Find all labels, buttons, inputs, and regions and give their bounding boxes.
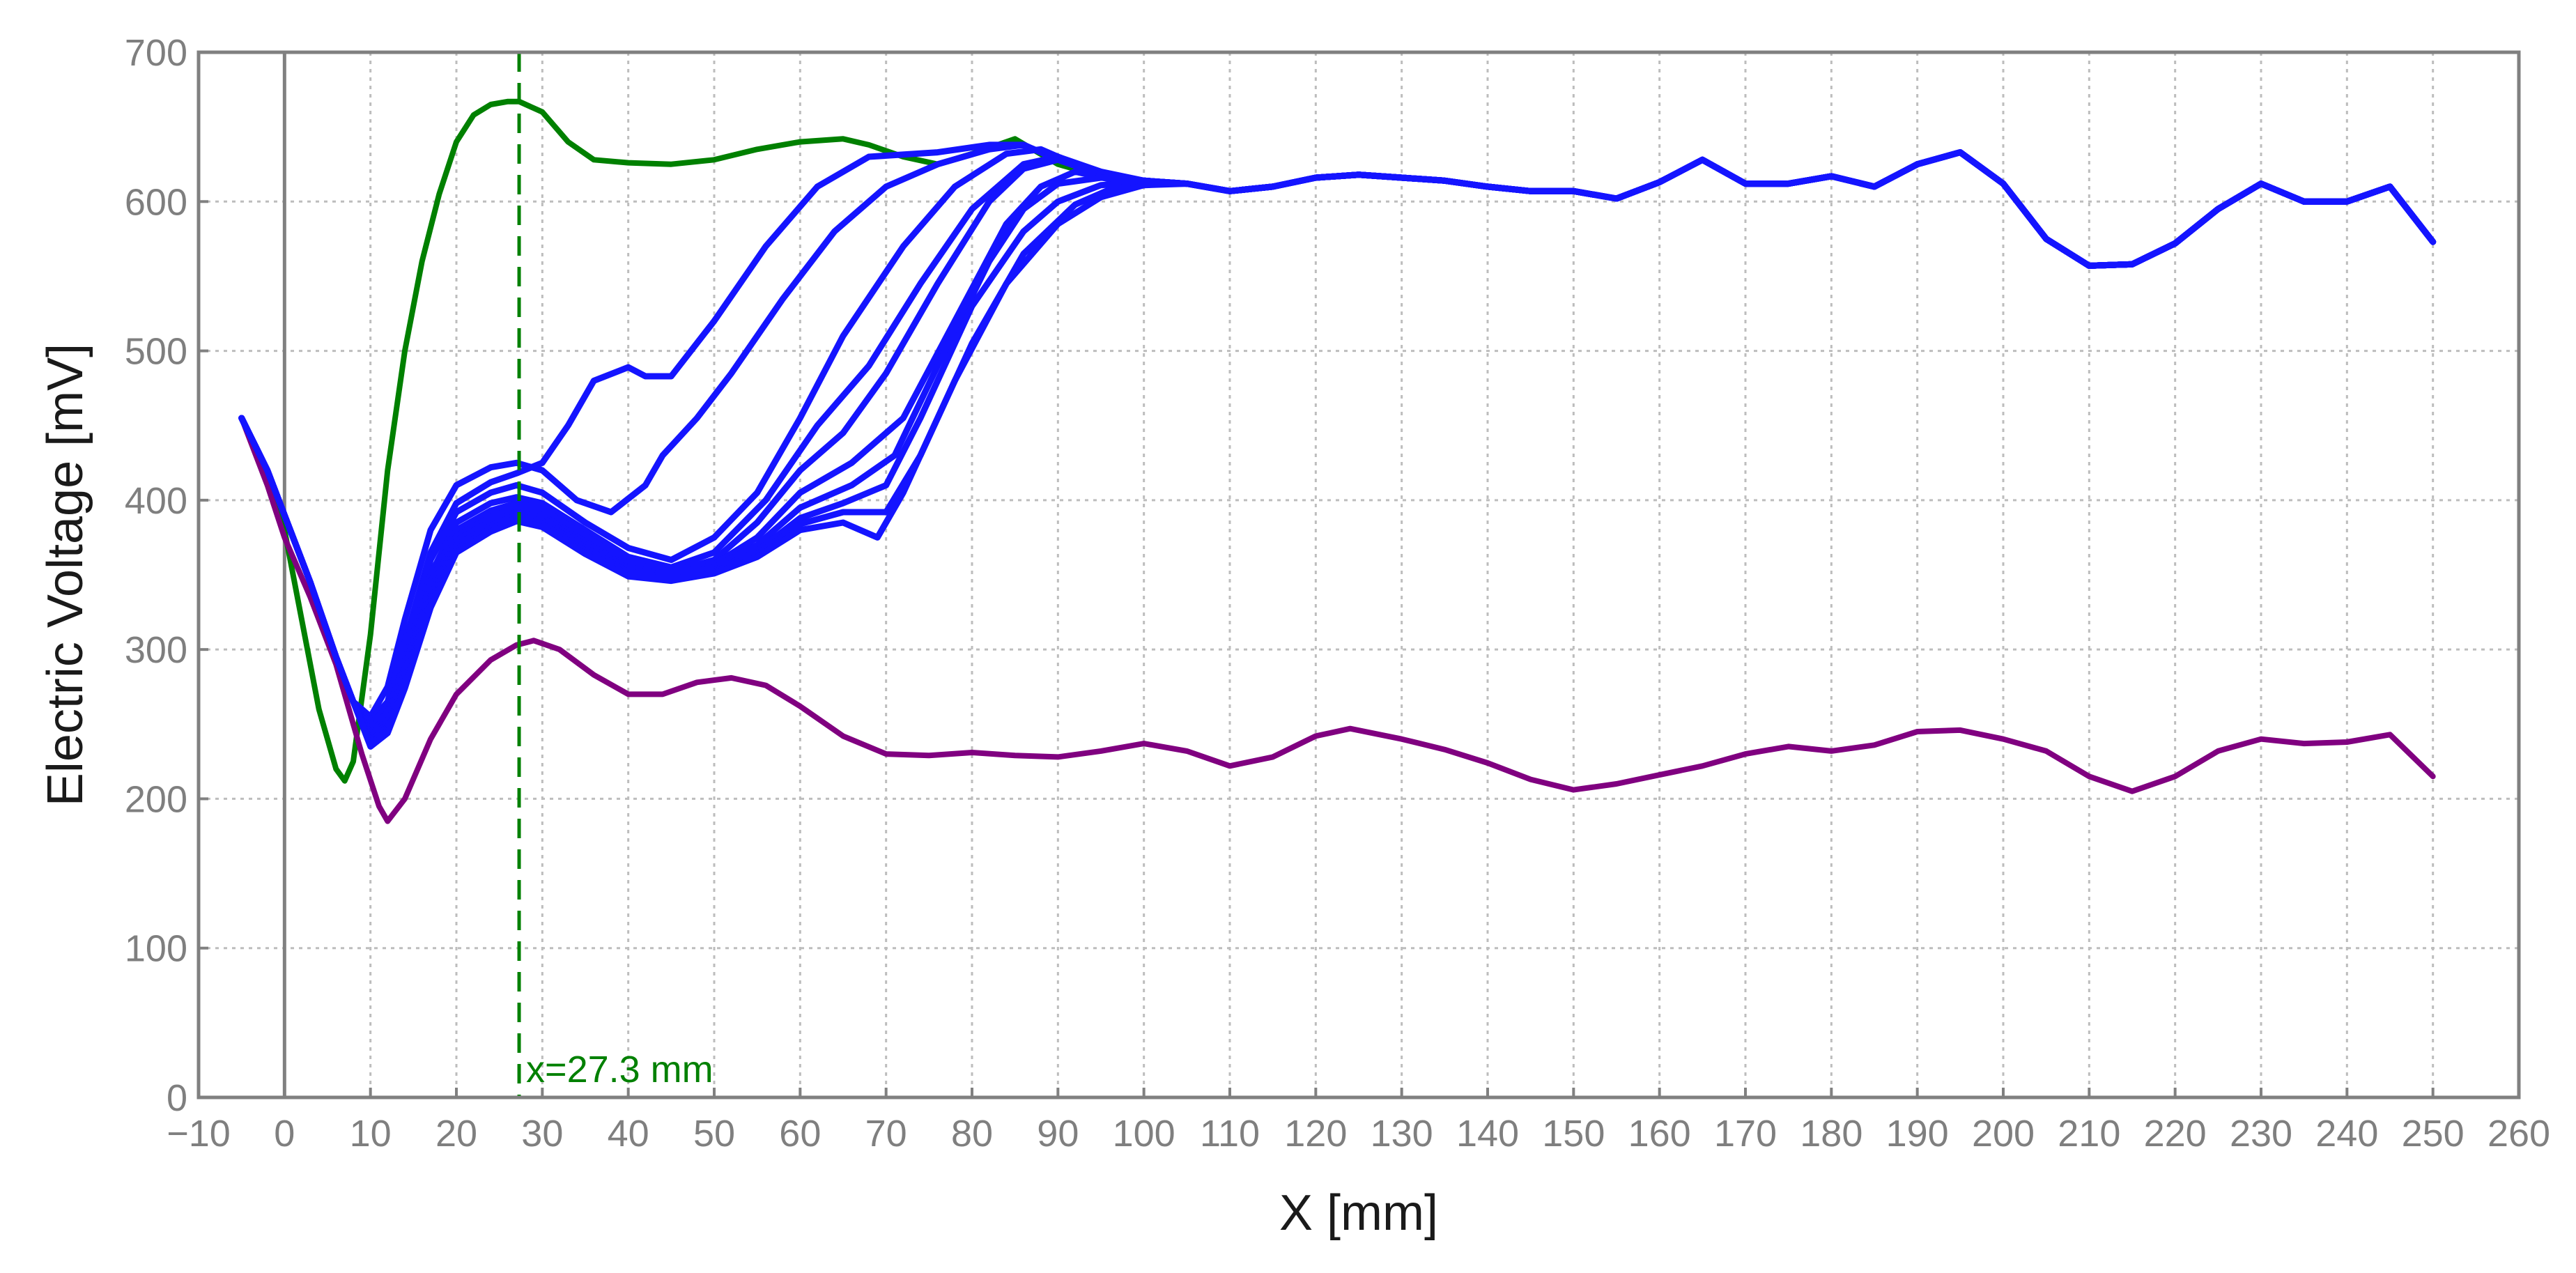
x-tick-label: 20 — [435, 1113, 477, 1155]
grid-lines — [199, 52, 2519, 1097]
blue-series-line — [238, 149, 2437, 750]
x-tick-label: 140 — [1456, 1113, 1519, 1155]
y-tick-label: 200 — [125, 778, 187, 820]
x-tick-label: 240 — [2315, 1113, 2378, 1155]
purple-series-line — [238, 415, 2436, 824]
x-tick-label: 110 — [1200, 1113, 1260, 1155]
x-tick-label: 120 — [1284, 1113, 1347, 1155]
y-tick-label: 400 — [125, 480, 187, 522]
x-tick-label: 180 — [1800, 1113, 1862, 1155]
x-tick-label: 130 — [1371, 1113, 1433, 1155]
x-tick-label: −10 — [167, 1113, 231, 1155]
y-axis-title: Electric Voltage [mV] — [38, 344, 93, 806]
x-tick-label: 220 — [2144, 1113, 2207, 1155]
x-tick-label: 30 — [521, 1113, 563, 1155]
x-tick-label: 90 — [1037, 1113, 1079, 1155]
x-tick-label: 10 — [350, 1113, 392, 1155]
x-tick-label: 250 — [2402, 1113, 2465, 1155]
x-tick-label: 160 — [1628, 1113, 1691, 1155]
series-layer — [238, 98, 2437, 824]
x-tick-label: 170 — [1714, 1113, 1777, 1155]
y-tick-label: 100 — [125, 928, 187, 970]
x-tick-label: 100 — [1113, 1113, 1175, 1155]
y-tick-label: 500 — [125, 331, 187, 373]
x-tick-label: 50 — [693, 1113, 735, 1155]
x-tick-label: 260 — [2488, 1113, 2550, 1155]
annotation-label: x=27.3 mm — [526, 1049, 714, 1090]
y-tick-label: 0 — [167, 1077, 187, 1119]
x-axis-ticks: −10 0 10 20 30 40 50 60 70 80 90 100 110 120 130 140 150… — [167, 1088, 2550, 1155]
x-tick-label: 40 — [608, 1113, 649, 1155]
x-tick-label: 230 — [2230, 1113, 2292, 1155]
x-tick-label: 210 — [2058, 1113, 2120, 1155]
x-tick-label: 80 — [951, 1113, 993, 1155]
y-axis-ticks: 0 100 200 300 400 500 600 700 — [125, 32, 208, 1119]
plot-frame — [196, 50, 2521, 1100]
y-tick-label: 600 — [125, 181, 187, 223]
y-tick-label: 700 — [125, 32, 187, 74]
x-tick-label: 200 — [1972, 1113, 2035, 1155]
x-axis-title: X [mm] — [1279, 1185, 1438, 1241]
y-tick-label: 300 — [125, 629, 187, 671]
x-tick-label: 190 — [1886, 1113, 1949, 1155]
x-tick-label: 60 — [779, 1113, 821, 1155]
x-tick-label: 150 — [1542, 1113, 1605, 1155]
x-tick-label: 0 — [274, 1113, 295, 1155]
x-tick-label: 70 — [865, 1113, 907, 1155]
